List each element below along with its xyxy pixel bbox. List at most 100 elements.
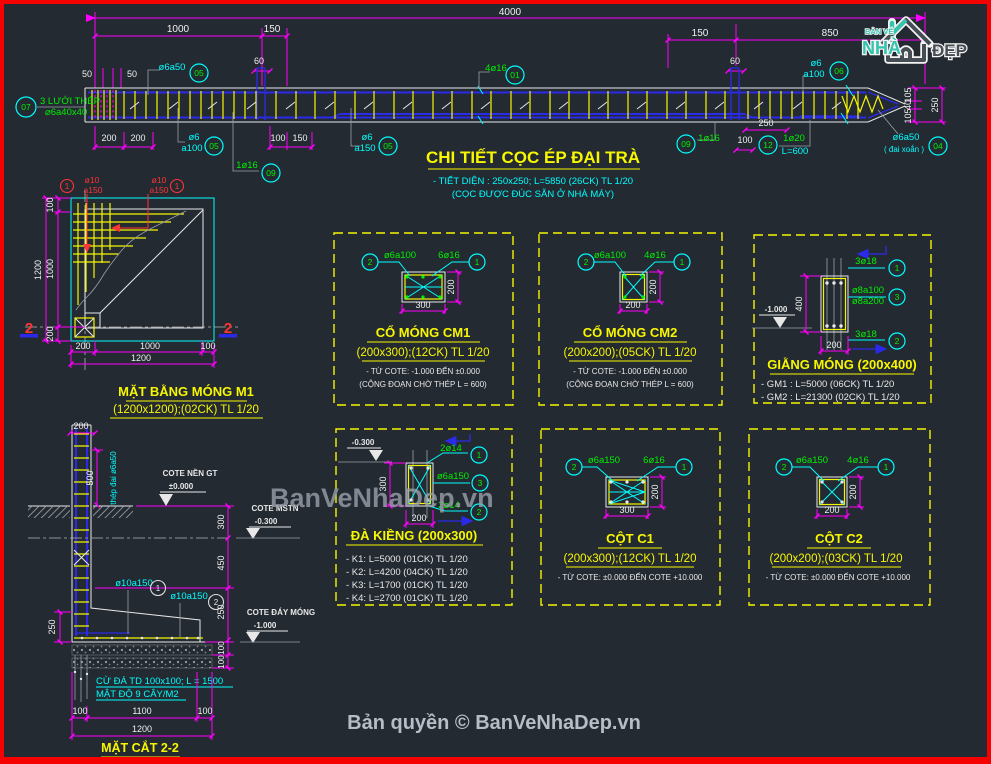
m1-dim-200-bot: 200 <box>75 341 90 351</box>
dk-top-label: 2ø14 <box>440 443 462 454</box>
gm-callout-2: 2 <box>895 336 900 346</box>
detail-box-cot-c1: 2 ø6a150 6ø16 1 200 300 CỘT C1 (200x300)… <box>540 428 721 606</box>
dim-150-right: 150 <box>692 28 709 39</box>
rubble-layer <box>71 657 213 669</box>
sec-right-dimensions: 300 450 250 100 100 <box>95 503 234 671</box>
c2-callout-2-circle <box>775 458 793 476</box>
cm2-stirrup-label: ø6a100 <box>594 250 626 261</box>
cm1-note-2: (CỘNG ĐOẠN CHỜ THÉP L = 600) <box>359 380 487 389</box>
detail-box-giang-mong: 3ø18 1 ø8a100 ø8a200 3 3ø18 2 -1.000 400… <box>752 234 932 404</box>
dim-50-a: 50 <box>82 69 92 79</box>
dim-850: 850 <box>822 28 839 39</box>
dk-bot-label: 2ø14 <box>438 500 460 511</box>
logo-text-side: ĐẸP <box>932 41 967 60</box>
label-o6-d: ø6 <box>810 58 821 69</box>
detail-box-cot-c2: 2 ø6a150 4ø16 1 200 200 CỘT C2 (200x200)… <box>748 428 931 606</box>
m1-title: MẶT BẰNG MÓNG M1 <box>118 384 254 399</box>
dk-callout-2-circle <box>470 503 488 521</box>
watermark-center: BanVeNhaDep.vn <box>270 483 494 513</box>
dim-150-m: 150 <box>292 133 307 143</box>
section-2-2-drawing: 200 500 thép đai ø6a50 COTE NỀN GT ±0.00… <box>28 421 315 758</box>
section-mark-2-left: 2 <box>25 320 33 337</box>
c2-dim-w: 200 <box>824 505 839 515</box>
m1-callout-1-left: 1 <box>65 181 70 191</box>
callout-05a-circle <box>189 63 209 83</box>
sec-dim-100r2: 100 <box>217 655 226 669</box>
cote-day-value: -1.000 <box>254 621 277 630</box>
sec-dim-100a: 100 <box>72 706 87 716</box>
cm1-stirrup-label: ø6a100 <box>384 250 416 261</box>
detail-box-cm2: 2 ø6a100 4ø16 1 200 200 CỔ MÓNG CM2 (200… <box>538 232 723 406</box>
detail-box-cm1: 2 ø6a100 6ø16 1 200 300 CỔ MÓNG CM1 (200… <box>333 232 514 406</box>
pile-beam <box>84 67 906 125</box>
logo-text-main: NHÀ <box>862 37 901 58</box>
m1-dim-200-left: 200 <box>45 326 55 341</box>
c1-callout-2-circle <box>565 458 583 476</box>
callout-07: 07 <box>21 102 31 112</box>
mesh-label-1: 3 LƯỚI THÉP <box>40 96 100 107</box>
dim-250-m: 250 <box>758 118 773 128</box>
sec-dim-250l: 250 <box>47 619 57 634</box>
sec-dim-100b: 100 <box>197 706 212 716</box>
dk-note-3: - K3: L=1700 (01CK) TL 1/20 <box>346 580 468 591</box>
dim-40: 40 <box>903 100 913 110</box>
gm-dim-h: 400 <box>794 296 804 311</box>
label-a100-b: a100 <box>181 143 202 154</box>
cote-mstn-label: COTE MSTN <box>251 504 298 513</box>
sec-rebar1-label: ø10a150 <box>115 578 153 589</box>
cm1-callout-2-circle <box>361 253 379 271</box>
callout-09b-circle <box>676 134 696 154</box>
label-o6a50-spiral: ø6a50 <box>893 132 920 143</box>
dk-callout-3-circle <box>471 474 489 492</box>
cm2-rebar-label: 4ø16 <box>644 250 666 261</box>
sec-dim-500: 500 <box>85 470 95 485</box>
label-L600: L=600 <box>782 146 809 157</box>
m1-rebar-callouts: 1 ø10 a150 1 ø10 a150 <box>59 175 185 253</box>
gm-stirrup-label-1: ø8a100 <box>852 285 884 296</box>
dim-250-v: 250 <box>930 97 940 112</box>
callout-12: 12 <box>763 140 773 150</box>
cm1-title: CỔ MÓNG CM1 <box>376 325 471 340</box>
gm-note-2: - GM2 : L=21300 (02CK) TL 1/20 <box>761 392 900 403</box>
dim-1000: 1000 <box>167 24 190 35</box>
dk-dim-w: 200 <box>411 513 426 523</box>
sec-dim-1200: 1200 <box>132 724 152 734</box>
c1-subtitle: (200x300);(12CK) TL 1/20 <box>564 553 697 565</box>
callout-05b-circle <box>204 136 224 156</box>
dk-callout-1-circle <box>470 446 488 464</box>
label-a150-c: a150 <box>354 143 375 154</box>
sec-tie-note: thép đai ø6a50 <box>109 451 118 505</box>
label-4o16: 4ø16 <box>485 63 507 74</box>
callout-04-circle <box>928 136 948 156</box>
house-icon <box>878 16 934 64</box>
m1-rebar1-label: ø10 <box>85 175 100 185</box>
callout-05a: 05 <box>194 68 204 78</box>
c2-note-1: - TỪ COTE: ±0.000 ĐẾN COTE +10.000 <box>766 572 911 582</box>
dk-note-2: - K2: L=4200 (04CK) TL 1/20 <box>346 567 468 578</box>
dim-200-a: 200 <box>101 133 116 143</box>
label-1o16-b: 1ø16 <box>698 133 720 144</box>
callout-12-circle <box>758 135 778 155</box>
drawing-title: CHI TIẾT CỌC ÉP ĐẠI TRÀ <box>426 148 640 167</box>
foundation-plan-m1: 1 ø10 a150 1 ø10 a150 100 1000 200 1200 … <box>20 175 263 419</box>
c1-callout-1-circle <box>675 458 693 476</box>
dk-note-1: - K1: L=5000 (01CK) TL 1/20 <box>346 554 468 565</box>
gm-level-value: -1.000 <box>765 305 788 314</box>
cote-mstn-value: -0.300 <box>255 517 278 526</box>
cm2-callout-1: 1 <box>680 257 685 267</box>
dim-60-left: 60 <box>254 56 264 66</box>
sec-callout-2: 2 <box>214 598 219 607</box>
callout-07-circle <box>15 96 37 118</box>
c2-callout-1-circle <box>877 458 895 476</box>
gm-stirrup-label-2: ø8a200 <box>852 296 884 307</box>
callout-04: 04 <box>933 141 943 151</box>
gm-bot-label: 3ø18 <box>855 329 877 340</box>
level-marker-day-mong: COTE ĐÁY MÓNG -1.000 <box>240 608 315 643</box>
m1-dim-1000-left: 1000 <box>45 259 55 279</box>
dim-100-b: 100 <box>737 135 752 145</box>
ground-hatch-right <box>93 506 133 518</box>
callout-06-circle <box>829 61 849 81</box>
m1-rebar2-label: ø10 <box>152 175 167 185</box>
cm2-dim-w: 200 <box>625 300 640 310</box>
detail-box-da-kieng: -0.300 2ø14 1 ø6a150 3 2ø14 2 300 200 ĐÀ… <box>335 428 513 606</box>
